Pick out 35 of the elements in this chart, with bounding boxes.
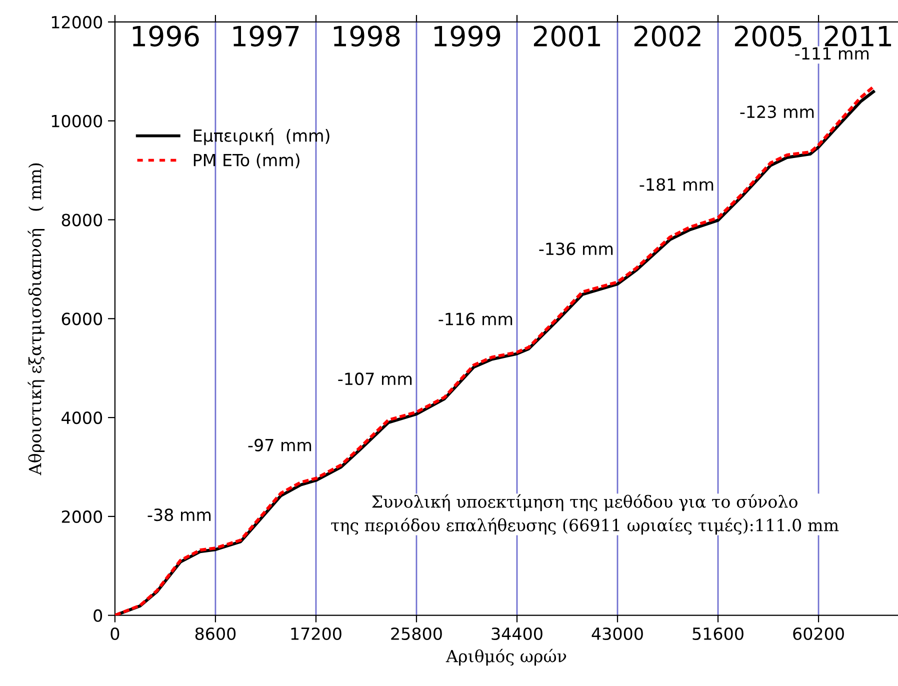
annotation: 2001 [534,26,600,47]
x-tick-label: 34400 [492,627,542,640]
annotation: 2011 [824,26,892,47]
y-tick-label: 8000 [62,214,102,226]
x-tick-label: 25800 [391,627,442,640]
annotation: -38 mm [148,508,211,522]
x-axis-title: Αριθμός ωρών [446,648,566,666]
y-tick-label: 6000 [62,312,102,326]
annotation: -116 mm [438,312,512,326]
legend-label: PM ETo (mm) [194,153,300,168]
x-tick-label: 8600 [195,627,236,640]
annotation: 1997 [233,26,299,47]
y-tick-label: 2000 [62,510,102,524]
x-tick-label: 0 [110,627,120,640]
y-tick-label: 0 [94,609,102,622]
y-tick-label: 4000 [62,412,102,424]
annotation: -181 mm [640,178,714,191]
annotation: -111 mm [795,47,869,60]
annotation: -97 mm [248,438,312,452]
annotation: -123 mm [740,106,814,118]
annotation: 1998 [334,26,400,47]
x-tick-label: 17200 [291,627,342,640]
x-tick-label: 51600 [692,627,744,640]
x-tick-label: 43000 [592,627,643,640]
y-axis-title: Αθροιστική εξατμισοδιαπνοή ( mm) [28,163,45,476]
annotation: Συνολική υποεκτίμηση της μεθόδου για το σύνολο της περιόδου επαλήθευσης (66911 ωριαίες τιμές):111.0 mm [331,494,839,535]
annotation: -107 mm [338,372,412,386]
annotation: 1996 [132,26,199,47]
annotation: -136 mm [539,242,613,256]
annotation: 1999 [434,26,500,47]
annotation: 2002 [634,26,700,47]
y-tick-label: 10000 [52,114,102,128]
annotation: 2005 [734,26,802,47]
y-tick-label: 12000 [52,16,102,29]
x-tick-label: 60200 [793,627,844,640]
